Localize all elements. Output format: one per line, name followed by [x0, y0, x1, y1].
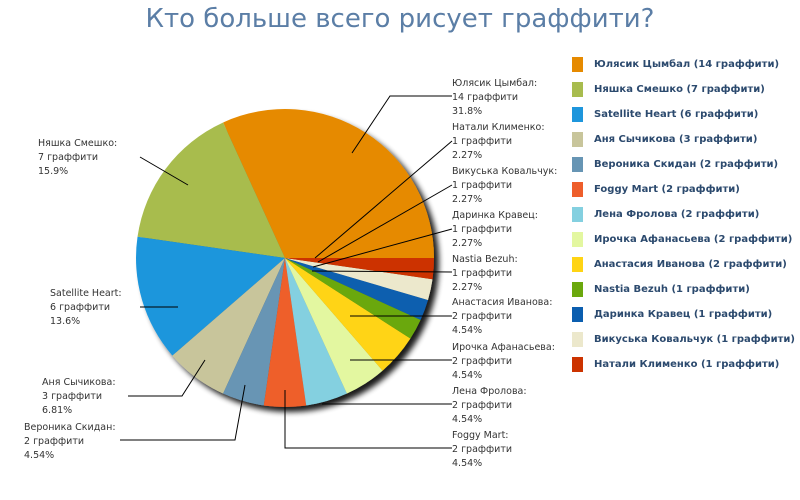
legend-label: Foggy Mart (2 граффити)	[594, 184, 740, 195]
legend-item[interactable]: Анастасия Иванова (2 граффити)	[572, 252, 795, 277]
legend-swatch	[572, 357, 583, 372]
legend-swatch	[572, 82, 583, 97]
legend-swatch	[572, 282, 583, 297]
pie-slice-0[interactable]	[223, 108, 434, 258]
slice-label-4: Вероника Скидан: 2 граффити 4.54%	[24, 422, 116, 461]
legend-label: Вероника Скидан (2 граффити)	[594, 159, 779, 170]
legend-label: Викуська Ковальчук (1 граффити)	[594, 334, 795, 345]
legend-label: Nastia Bezuh (1 граффити)	[594, 284, 750, 295]
slice-label-10: Даринка Кравец: 1 граффити 2.27%	[452, 210, 538, 249]
legend-item[interactable]: Аня Сычикова (3 граффити)	[572, 127, 795, 152]
pie-slice-8[interactable]	[285, 258, 411, 371]
legend-item[interactable]: Вероника Скидан (2 граффити)	[572, 152, 795, 177]
legend-item[interactable]: Satellite Heart (6 граффити)	[572, 102, 795, 127]
slice-label-11: Викуська Ковальчук: 1 граффити 2.27%	[452, 166, 557, 205]
legend-item[interactable]: Ирочка Афанасьева (2 граффити)	[572, 227, 795, 252]
pie-slice-10[interactable]	[285, 258, 428, 320]
leader-line-4	[120, 384, 246, 441]
pie-slice-11[interactable]	[285, 258, 433, 300]
legend-swatch	[572, 232, 583, 247]
slice-label-1: Няшка Смешко: 7 граффити 15.9%	[38, 138, 117, 177]
leader-line-0	[351, 95, 452, 154]
pie-slice-5[interactable]	[263, 258, 307, 408]
leader-line-10	[312, 228, 453, 268]
pie-slice-12[interactable]	[285, 258, 434, 280]
slice-label-3: Аня Сычикова: 3 граффити 6.81%	[42, 377, 116, 416]
legend-swatch	[572, 57, 583, 72]
pie-slice-3[interactable]	[172, 258, 285, 394]
slice-label-2: Satellite Heart: 6 граффити 13.6%	[50, 288, 122, 327]
legend-label: Натали Клименко (1 граффити)	[594, 359, 780, 370]
pie-slice-1[interactable]	[137, 122, 285, 258]
legend-swatch	[572, 257, 583, 272]
legend-item[interactable]: Nastia Bezuh (1 граффити)	[572, 277, 795, 302]
legend-label: Няшка Смешко (7 граффити)	[594, 84, 765, 95]
legend-label: Ирочка Афанасьева (2 граффити)	[594, 234, 793, 245]
legend-swatch	[572, 207, 583, 222]
leader-line-11	[317, 184, 453, 263]
slice-label-6: Лена Фролова: 2 граффити 4.54%	[452, 386, 527, 425]
legend-label: Аня Сычикова (3 граффити)	[594, 134, 758, 145]
legend: Юлясик Цымбал (14 граффити) Няшка Смешко …	[572, 52, 795, 377]
legend-label: Satellite Heart (6 граффити)	[594, 109, 759, 120]
legend-swatch	[572, 332, 583, 347]
legend-swatch	[572, 307, 583, 322]
slice-label-7: Ирочка Афанасьева: 2 граффити 4.54%	[452, 342, 555, 381]
leader-line-3	[128, 359, 206, 397]
slice-label-5: Foggy Mart: 2 граффити 4.54%	[452, 430, 512, 469]
slice-label-9: Nastia Bezuh: 1 граффити 2.27%	[452, 254, 518, 293]
pie-slice-9[interactable]	[285, 258, 421, 339]
legend-label: Лена Фролова (2 граффити)	[594, 209, 760, 220]
leader-line-9	[311, 270, 453, 273]
leader-line-12	[314, 140, 453, 259]
legend-item[interactable]: Натали Клименко (1 граффити)	[572, 352, 795, 377]
slice-label-8: Анастасия Иванова: 2 граффити 4.54%	[452, 297, 552, 336]
pie-slice-4[interactable]	[223, 258, 285, 406]
legend-item[interactable]: Лена Фролова (2 граффити)	[572, 202, 795, 227]
legend-label: Анастасия Иванова (2 граффити)	[594, 259, 787, 270]
slice-label-0: Юлясик Цымбал: 14 граффити 31.8%	[452, 78, 537, 117]
slice-label-12: Натали Клименко: 1 граффити 2.27%	[452, 122, 545, 161]
legend-swatch	[572, 182, 583, 197]
legend-swatch	[572, 107, 583, 122]
chart-title: Кто больше всего рисует граффити?	[145, 4, 655, 34]
leader-line-1	[139, 156, 189, 186]
legend-item[interactable]: Юлясик Цымбал (14 граффити)	[572, 52, 795, 77]
legend-item[interactable]: Foggy Mart (2 граффити)	[572, 177, 795, 202]
legend-label: Юлясик Цымбал (14 граффити)	[594, 59, 780, 70]
legend-label: Даринка Кравец (1 граффити)	[594, 309, 773, 320]
pie-slice-2[interactable]	[135, 236, 285, 356]
legend-swatch	[572, 157, 583, 172]
pie-slice-6[interactable]	[285, 258, 347, 406]
legend-item[interactable]: Викуська Ковальчук (1 граффити)	[572, 327, 795, 352]
leader-line-5	[284, 390, 452, 449]
legend-item[interactable]: Даринка Кравец (1 граффити)	[572, 302, 795, 327]
legend-item[interactable]: Няшка Смешко (7 граффити)	[572, 77, 795, 102]
legend-swatch	[572, 132, 583, 147]
